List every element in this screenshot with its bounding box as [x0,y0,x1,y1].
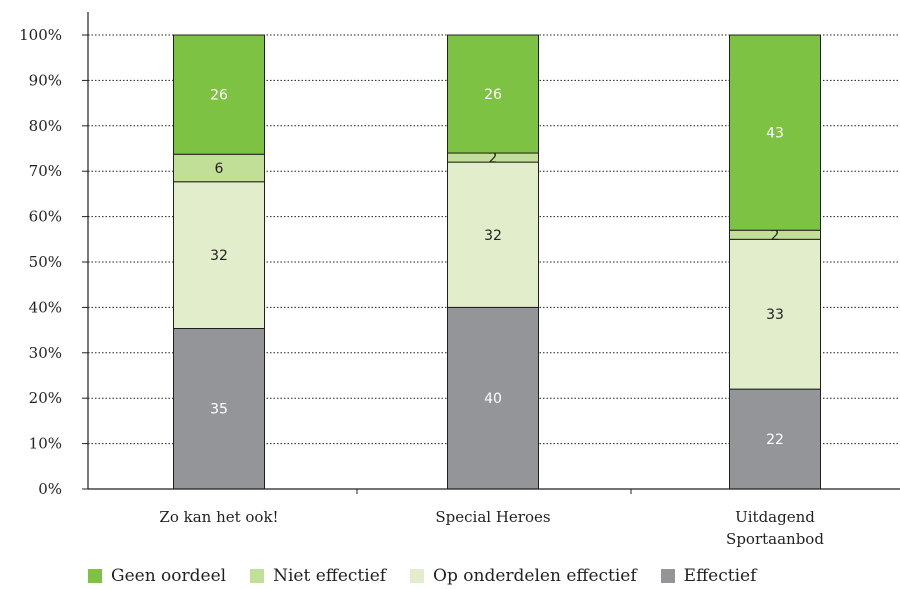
bar-segment [173,327,265,490]
bar-value-label: 40 [484,391,502,407]
y-tick-label: 10% [29,435,62,453]
legend-item: Effectief [660,566,757,586]
y-tick-label: 60% [29,208,62,226]
bar-segment [173,34,265,155]
y-tick-label: 0% [38,480,62,498]
legend-swatch [250,569,265,583]
bar-segment [173,181,265,329]
y-tick-label: 80% [29,117,62,135]
y-tick-label: 50% [29,253,62,271]
bar-value-label: 26 [210,88,228,104]
legend-item: Geen oordeel [88,566,226,586]
bar-value-label: 22 [766,432,784,448]
y-tick-label: 20% [29,389,62,407]
legend-item: Niet effectief [250,566,386,586]
bar-value-label: 26 [484,87,502,103]
bar-segment [729,388,821,490]
bar-value-label: 32 [210,248,228,264]
x-category-label: Special Heroes [435,508,550,526]
y-tick-label: 70% [29,162,62,180]
bar-segment [447,306,539,490]
legend-swatch [88,569,102,583]
bars: 35 32 6 26 40 32 2 26 22 33 2 43 [173,34,821,490]
legend-label: Niet effectief [273,566,387,586]
y-tick-label: 100% [19,26,62,44]
legend-item: Op onderdelen effectief [410,566,637,586]
bar-segment [729,34,821,231]
bar-value-label: 2 [771,228,780,244]
bar-segment [447,161,539,308]
y-tick-labels: 0% 10% 20% 30% 40% 50% 60% 70% 80% 90% 100% [19,26,62,498]
bar-value-label: 43 [766,126,784,142]
bar-segment [729,238,821,390]
bar-value-label: 35 [210,402,228,418]
y-tick-label: 90% [29,71,62,89]
legend-label: Effectief [683,566,757,586]
bar-value-label: 6 [215,161,224,177]
bar-segment [173,153,265,183]
y-tick-label: 30% [29,344,62,362]
legend: Geen oordeel Niet effectief Op onderdelen … [88,565,888,587]
bar-value-label: 32 [484,228,502,244]
y-tick-label: 40% [29,298,62,316]
x-category-label: Zo kan het ook! [159,508,278,526]
legend-swatch [410,569,425,583]
x-category-labels: Zo kan het ook! Special Heroes Uitdagend Sp… [159,508,824,548]
legend-swatch [660,569,675,583]
bar-segment [447,34,539,154]
axes [82,12,900,494]
bar-value-label: 2 [489,151,498,167]
x-category-label: Uitdagend [735,508,815,526]
legend-label: Op onderdelen effectief [433,566,637,586]
x-category-label: Sportaanbod [726,530,824,548]
legend-label: Geen oordeel [111,566,227,586]
bar-value-label: 33 [766,307,784,323]
